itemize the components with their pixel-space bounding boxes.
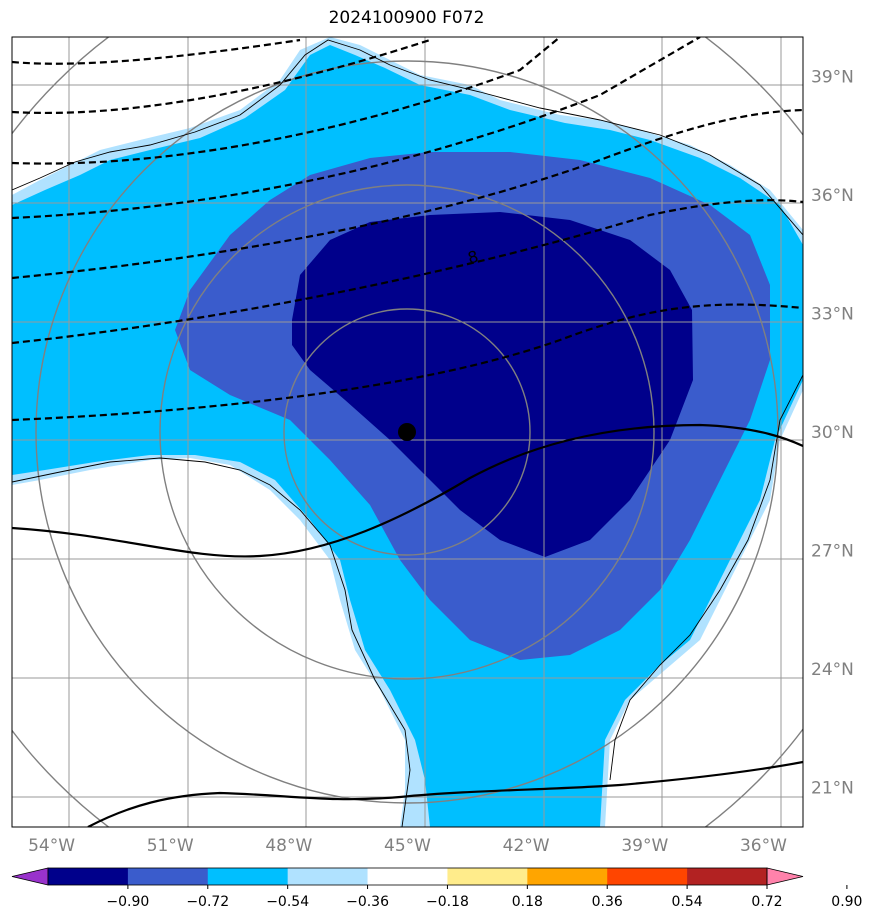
colorbar-segment bbox=[447, 868, 528, 885]
lon-tick-label: 54°W bbox=[28, 836, 75, 856]
colorbar-segment bbox=[48, 868, 129, 885]
map-title: 2024100900 F072 bbox=[328, 8, 485, 28]
colorbar-label: 0.72 bbox=[751, 894, 782, 910]
map-frame bbox=[11, 36, 804, 828]
colorbar-label: −0.18 bbox=[426, 894, 469, 910]
lat-tick-label: 33°N bbox=[811, 305, 854, 325]
colorbar-extend-low bbox=[11, 867, 49, 886]
colorbar-label: 0.36 bbox=[592, 894, 623, 910]
contour-label: 8 bbox=[466, 247, 481, 268]
lon-tick-label: 45°W bbox=[384, 836, 431, 856]
colorbar-segment bbox=[527, 868, 608, 885]
colorbar-label: 0.18 bbox=[512, 894, 543, 910]
lat-tick-label: 24°N bbox=[811, 660, 854, 680]
storm-center-marker bbox=[398, 423, 416, 441]
colorbar-label: 0.54 bbox=[672, 894, 703, 910]
lat-tick-label: 36°N bbox=[811, 186, 854, 206]
colorbar-label: 0.90 bbox=[831, 894, 862, 910]
lon-tick-label: 39°W bbox=[621, 836, 668, 856]
colorbar-segment bbox=[367, 868, 448, 885]
lon-tick-label: 36°W bbox=[740, 836, 787, 856]
lat-tick-label: 30°N bbox=[811, 423, 854, 443]
colorbar-segment bbox=[687, 868, 768, 885]
lon-tick-label: 42°W bbox=[503, 836, 550, 856]
solid-contours bbox=[12, 423, 803, 827]
colorbar: −0.90 −0.72 −0.54 −0.36 −0.18 0.18 0.36 0.54 0.7… bbox=[11, 867, 862, 910]
lon-tick-label: 48°W bbox=[265, 836, 312, 856]
colorbar-segment bbox=[607, 868, 688, 885]
colorbar-segment bbox=[207, 868, 289, 885]
lat-tick-label: 39°N bbox=[811, 68, 854, 88]
dashed-contours bbox=[12, 37, 803, 422]
colorbar-label: −0.54 bbox=[266, 894, 309, 910]
colorbar-frame bbox=[47, 867, 768, 886]
colorbar-segment bbox=[127, 868, 209, 885]
lat-tick-label: 21°N bbox=[811, 779, 854, 799]
colorbar-label: −0.90 bbox=[106, 894, 149, 910]
lat-tick-label: 27°N bbox=[811, 542, 854, 562]
colorbar-label: −0.72 bbox=[186, 894, 229, 910]
anomaly-region-dark bbox=[292, 212, 693, 557]
colorbar-extend-high bbox=[766, 867, 804, 886]
lon-tick-label: 51°W bbox=[147, 836, 194, 856]
longitude-labels: 54°W 51°W 48°W 45°W 42°W 39°W 36°W bbox=[28, 836, 787, 856]
latitude-labels: 39°N 36°N 33°N 30°N 27°N 24°N 21°N bbox=[811, 68, 854, 799]
outline-contour bbox=[12, 39, 803, 827]
colorbar-segment bbox=[287, 868, 369, 885]
colorbar-label: −0.36 bbox=[346, 894, 389, 910]
